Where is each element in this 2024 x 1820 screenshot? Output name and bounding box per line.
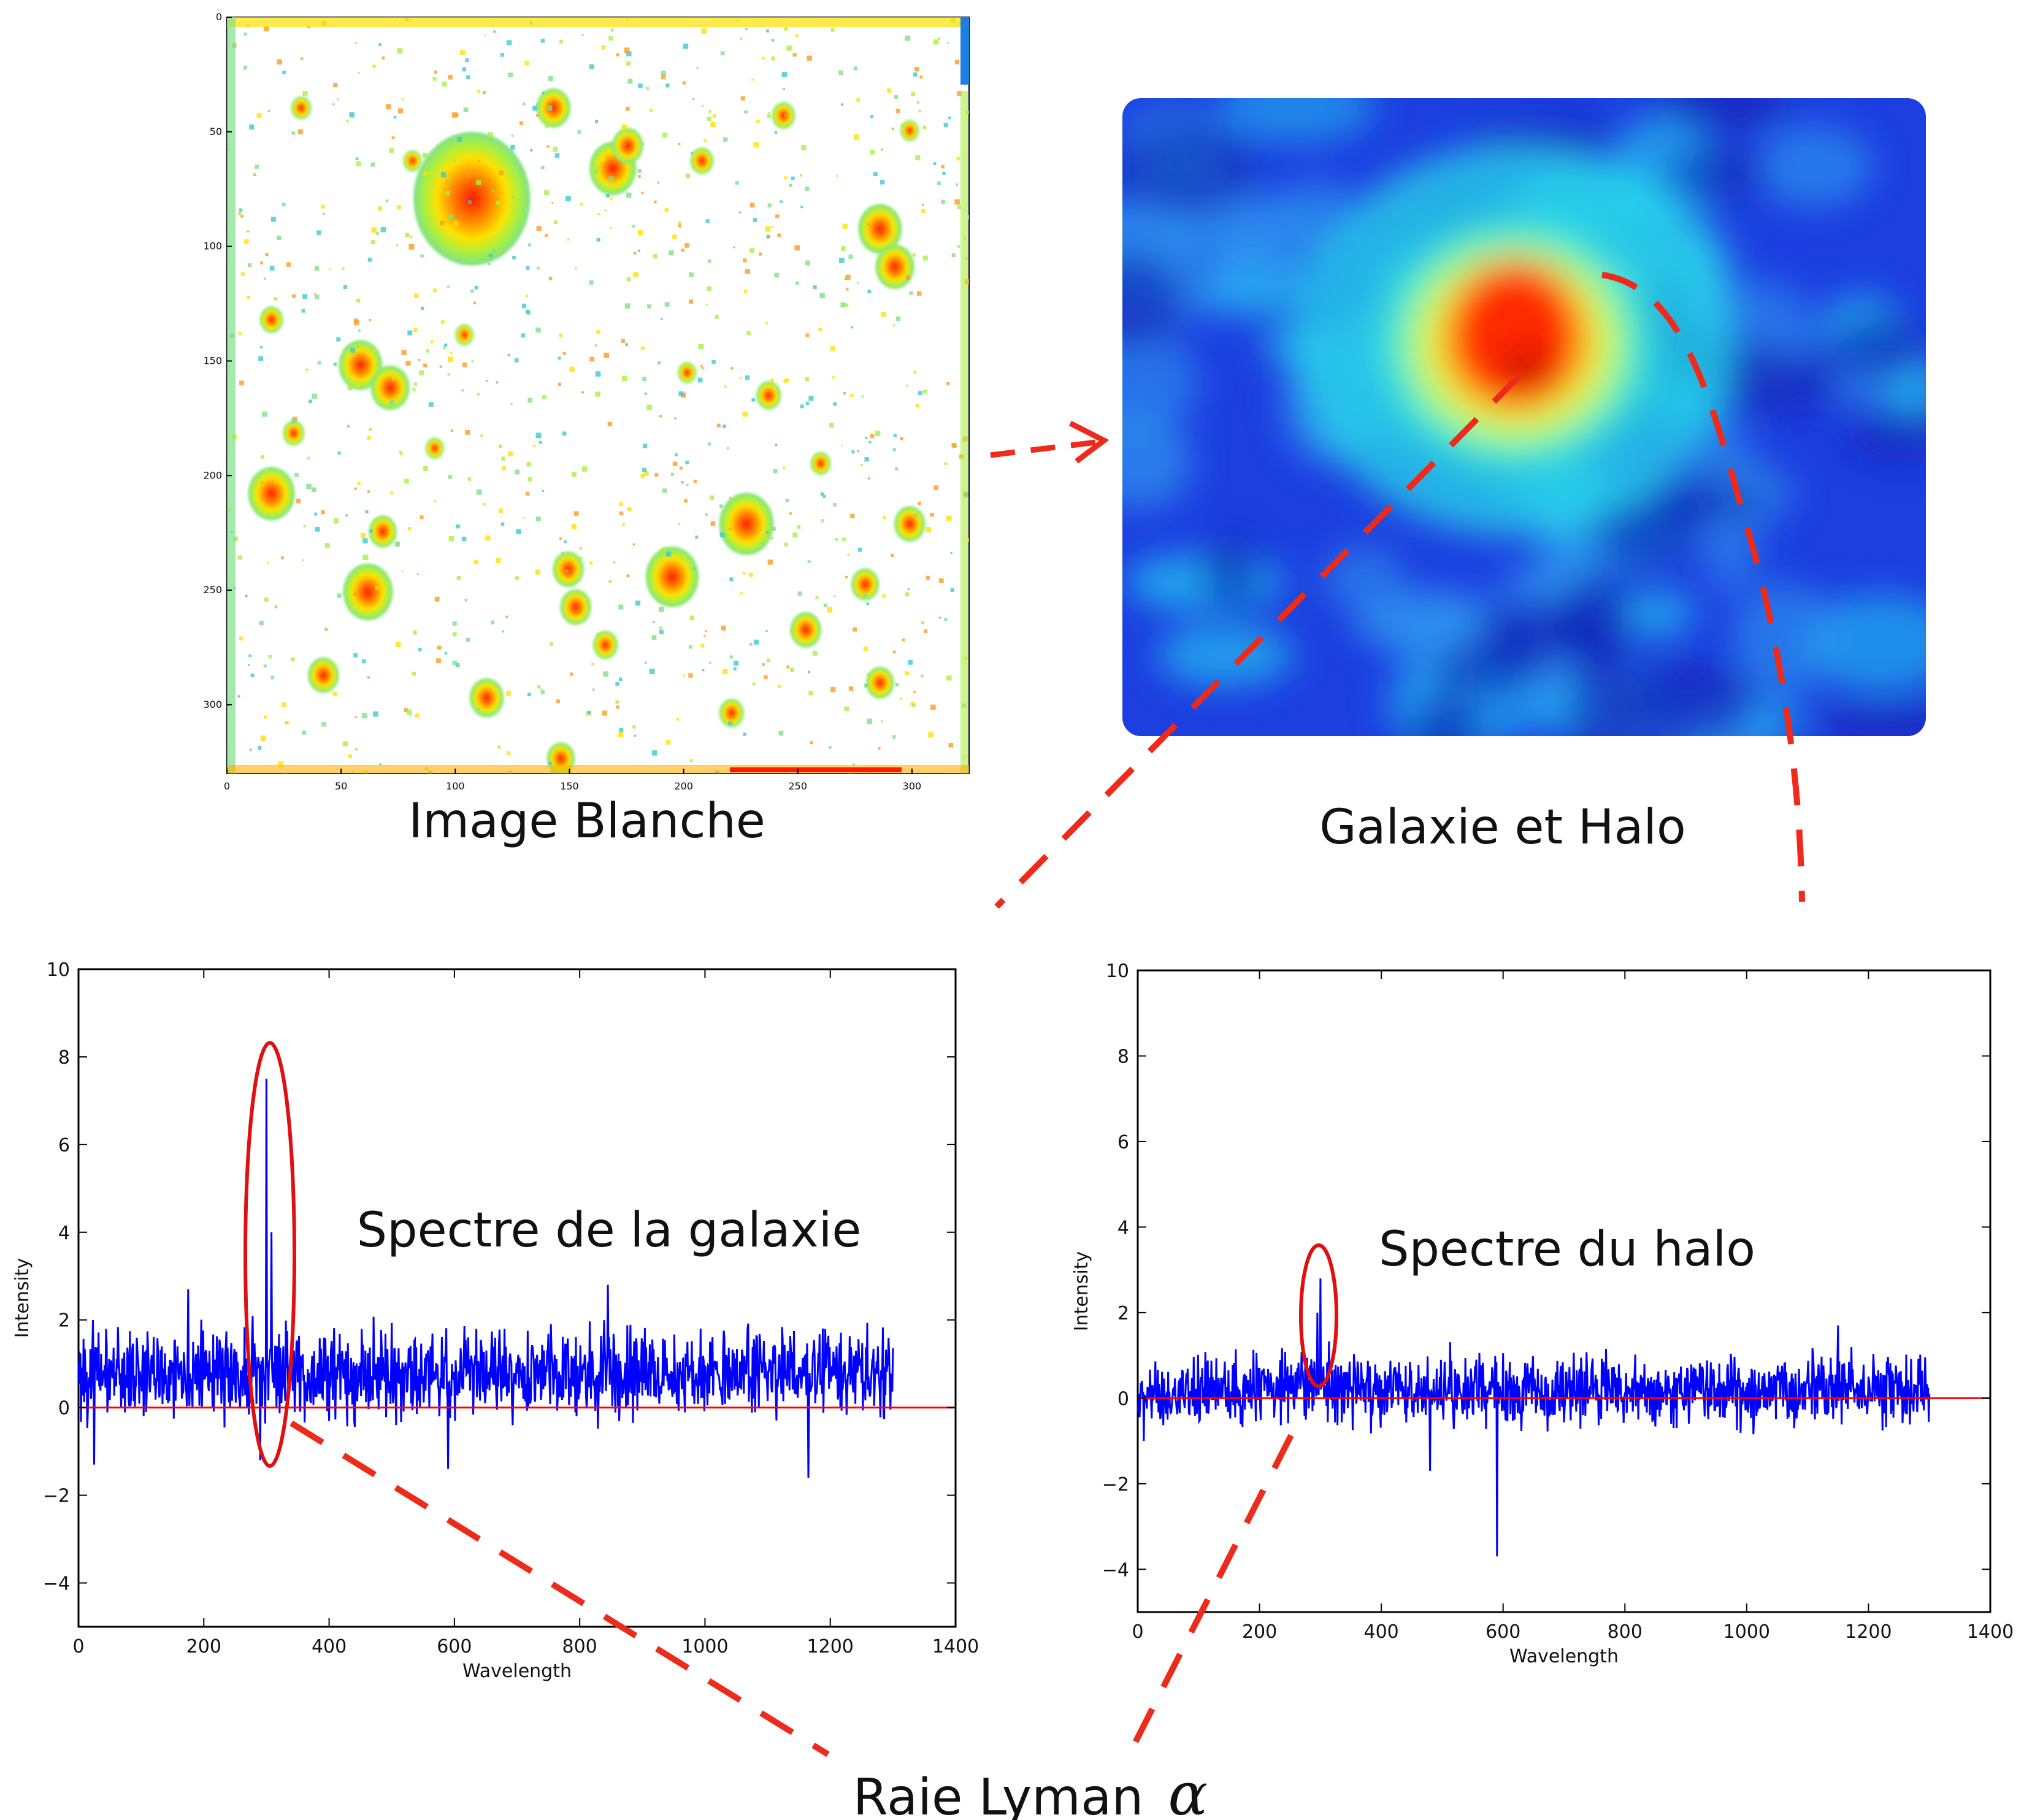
arrow-white-to-halo	[990, 439, 1102, 458]
y-tick-label: 10	[47, 959, 70, 981]
white-y-tick-label: 100	[203, 240, 222, 252]
x-tick-label: 800	[562, 1636, 597, 1657]
x-tick-label: 800	[1608, 1621, 1643, 1643]
white-y-tick-label: 300	[203, 699, 222, 710]
galaxy-peak-ellipse	[243, 1041, 296, 1468]
x-tick-label: 1200	[807, 1636, 854, 1657]
white-x-tick-label: 0	[224, 780, 230, 792]
galaxy-halo-panel	[1122, 98, 1926, 736]
y-tick-label: 2	[58, 1310, 70, 1332]
y-tick-label: 6	[58, 1135, 70, 1156]
y-tick-label: −4	[43, 1573, 70, 1595]
y-tick-label: 8	[58, 1047, 70, 1069]
white-image-ticks: 0 50 100 150 200 250 300 0 50 100 150 200 250 300	[203, 11, 921, 792]
y-tick-label: 0	[58, 1398, 70, 1419]
x-tick-label: 600	[1485, 1621, 1520, 1643]
x-tick-label: 1000	[681, 1636, 728, 1657]
arrow-head	[1068, 420, 1110, 464]
x-tick-label: 600	[437, 1636, 472, 1657]
y-tick-label: 4	[58, 1223, 70, 1244]
x-tick-label: 400	[1364, 1621, 1399, 1643]
y-tick-label: −2	[43, 1486, 70, 1507]
caption-image-blanche: Image Blanche	[408, 794, 765, 849]
x-tick-label: 0	[1132, 1621, 1143, 1643]
y-tick-label: 4	[1117, 1217, 1129, 1238]
y-tick-label: 2	[1117, 1303, 1129, 1324]
white-y-tick-label: 250	[203, 584, 222, 596]
x-tick-label: 400	[312, 1636, 347, 1657]
halo-spectrum-chart: 0 200 400 600 800 1000 1200 1400 −4 −2 0 2 4 6 8 10 Wave…	[1071, 961, 2014, 1667]
y-tick-label: 6	[1117, 1132, 1129, 1153]
x-tick-label: 1200	[1845, 1621, 1892, 1643]
caption-galaxie-et-halo: Galaxie et Halo	[1319, 800, 1686, 855]
plot-area	[1137, 969, 1991, 1613]
x-tick-label: 200	[186, 1636, 221, 1657]
x-tick-label: 1400	[932, 1636, 979, 1657]
alpha-symbol: α	[1168, 1760, 1208, 1820]
white-x-tick-label: 150	[560, 780, 579, 792]
x-tick-label: 1400	[1967, 1621, 2014, 1643]
y-axis-label: Intensity	[12, 1258, 33, 1338]
x-axis-label: Wavelength	[1509, 1646, 1619, 1667]
plot-area	[77, 968, 957, 1628]
white-image-sources	[227, 17, 969, 774]
white-y-tick-label: 200	[203, 469, 222, 481]
caption-spectre-halo: Spectre du halo	[1379, 1222, 1755, 1277]
galaxy-spectrum-chart: 0 200 400 600 800 1000 1200 1400 −4 −2 0 2 4 6 8 10 Wave…	[12, 959, 979, 1682]
x-axis-label: Wavelength	[462, 1661, 572, 1682]
white-x-tick-label: 200	[674, 780, 693, 792]
y-tick-label: −2	[1102, 1474, 1129, 1496]
x-tick-label: 200	[1242, 1621, 1277, 1643]
white-y-tick-label: 50	[210, 126, 222, 137]
white-x-tick-label: 250	[788, 780, 807, 792]
x-tick-label: 0	[72, 1636, 84, 1657]
y-tick-label: 0	[1117, 1388, 1129, 1410]
y-tick-label: 8	[1117, 1046, 1129, 1067]
dashed-galaxy-peak-to-label	[289, 1420, 830, 1757]
spectrum-line	[1137, 1278, 1931, 1557]
white-x-tick-label: 50	[335, 780, 347, 792]
dashed-galaxy-to-spectrum	[994, 373, 1522, 909]
white-x-tick-label: 100	[446, 780, 465, 792]
annotation-layer	[243, 272, 1805, 1757]
white-image-panel: 0 50 100 150 200 250 300 0 50 100 150 200 250 300	[203, 11, 970, 792]
dashed-halo-to-spectrum	[1601, 272, 1805, 902]
white-x-tick-label: 300	[903, 780, 922, 792]
y-axis-label: Intensity	[1071, 1251, 1092, 1332]
white-y-tick-label: 150	[203, 355, 222, 366]
halo-peak-ellipse	[1299, 1243, 1338, 1388]
caption-spectre-galaxie: Spectre de la galaxie	[357, 1203, 862, 1258]
white-y-tick-label: 0	[216, 11, 222, 23]
spectrum-line	[77, 1078, 894, 1478]
raie-lyman-text: Raie Lyman	[853, 1768, 1144, 1820]
x-tick-label: 1000	[1723, 1621, 1770, 1643]
y-tick-label: 10	[1106, 961, 1129, 982]
caption-raie-lyman: Raie Lyman α	[853, 1760, 1208, 1820]
y-tick-label: −4	[1102, 1559, 1129, 1581]
